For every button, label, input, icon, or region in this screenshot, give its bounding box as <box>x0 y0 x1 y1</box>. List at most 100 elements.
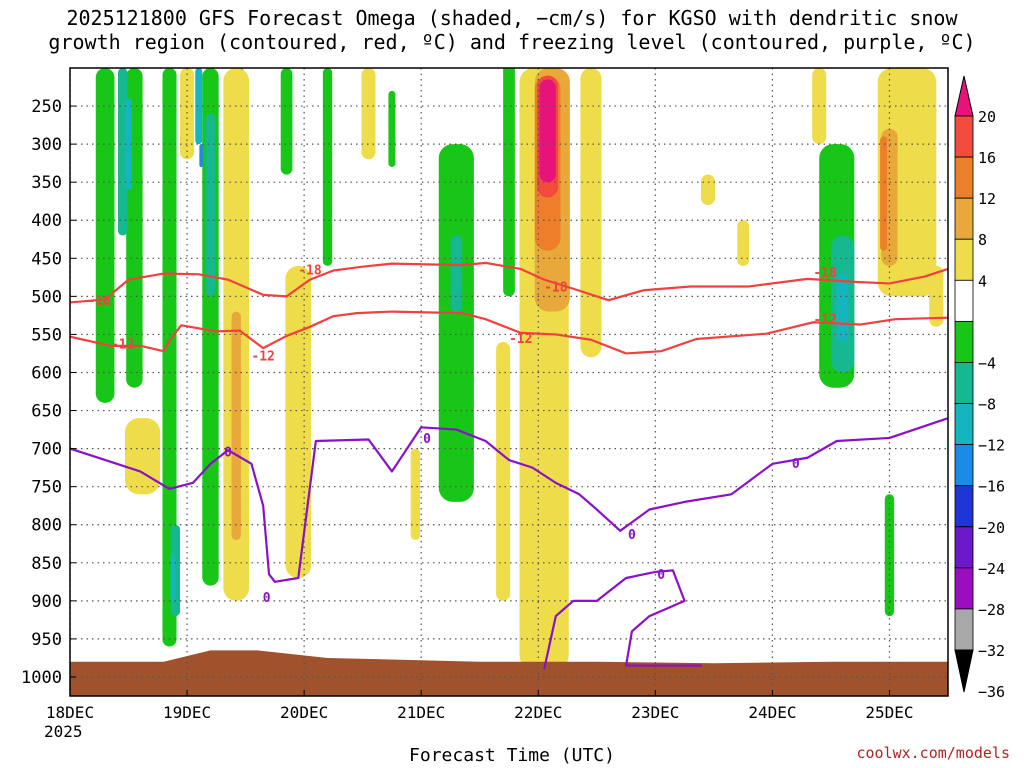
contour-label: 0 <box>792 457 800 472</box>
colorbar-label: −28 <box>978 601 1005 619</box>
y-tick-label: 1000 <box>21 668 62 688</box>
colorbar-label: 4 <box>978 272 987 290</box>
omega-region <box>231 311 241 540</box>
y-tick-label: 750 <box>31 478 62 498</box>
colorbar-swatch <box>954 403 974 446</box>
contour-label: 0 <box>657 568 665 583</box>
terrain-layer <box>70 650 948 696</box>
colorbar-swatch <box>954 156 974 199</box>
x-tick-label: 22DEC <box>514 703 562 722</box>
omega-region <box>361 68 376 160</box>
colorbar-swatch <box>954 567 974 610</box>
x-tick-label: 23DEC <box>631 703 679 722</box>
omega-region <box>285 265 312 579</box>
omega-region <box>438 144 474 502</box>
omega-region <box>539 79 556 183</box>
contour-line <box>70 261 948 304</box>
colorbar-label: 20 <box>978 108 996 126</box>
colorbar-swatch <box>954 526 974 569</box>
y-tick-label: 900 <box>31 592 62 612</box>
contour-label: 0 <box>263 591 271 606</box>
omega-region <box>170 555 176 601</box>
y-tick-label: 550 <box>31 325 62 345</box>
omega-region <box>199 144 203 167</box>
y-tick-label: 700 <box>31 440 62 460</box>
colorbar-label: −24 <box>978 560 1005 578</box>
contour-line <box>70 417 948 583</box>
colorbar-label: −32 <box>978 642 1005 660</box>
contour-label: 0 <box>628 528 636 543</box>
contour-label: 0 <box>224 446 232 461</box>
colorbar-label: 12 <box>978 190 996 208</box>
colorbar-label: −16 <box>978 478 1005 496</box>
omega-region <box>700 174 716 206</box>
omega-region <box>180 68 195 160</box>
y-tick-label: 650 <box>31 402 62 422</box>
y-tick-label: 350 <box>31 173 62 193</box>
omega-region <box>195 68 203 145</box>
x-tick-label: 25DEC <box>865 703 913 722</box>
omega-region <box>496 342 511 601</box>
colorbar-swatch <box>954 238 974 281</box>
grid-lines <box>69 68 948 696</box>
y-tick-label: 450 <box>31 249 62 269</box>
omega-region <box>880 136 888 251</box>
omega-region <box>280 68 293 175</box>
y-tick-label: 600 <box>31 363 62 383</box>
omega-region <box>125 98 133 190</box>
omega-region <box>450 235 463 312</box>
x-tick-label: 20DEC <box>280 703 328 722</box>
omega-region <box>125 418 161 495</box>
title-line-2: growth region (contoured, red, ºC) and f… <box>48 30 976 54</box>
omega-shading <box>95 68 944 670</box>
omega-region <box>737 220 749 266</box>
contour-lines: -18 -18 -18 -18 -12 -12 -12 -12 0 0 0 0 0 0 <box>70 261 948 670</box>
y-tick-label: 500 <box>31 287 62 307</box>
colorbar-label: −8 <box>978 396 996 414</box>
colorbar-swatch <box>954 197 974 240</box>
contour-label: 0 <box>423 432 431 447</box>
x-axis-label: Forecast Time (UTC) <box>409 745 615 766</box>
y-tick-label: 850 <box>31 554 62 574</box>
x-tick-label: 21DEC <box>397 703 445 722</box>
terrain-fill <box>70 650 948 696</box>
omega-region <box>162 68 177 647</box>
x-tick-label: 18DEC <box>46 703 94 722</box>
colorbar-top-arrow <box>954 75 974 117</box>
contour-label: -18 <box>544 280 568 295</box>
colorbar-label: −36 <box>978 683 1005 701</box>
colorbar-label: −4 <box>978 354 996 372</box>
omega-region <box>205 113 216 297</box>
colorbar-bottom-arrow <box>954 649 974 693</box>
omega-region <box>95 68 115 403</box>
chart-title: 2025121800 GFS Forecast Omega (shaded, −… <box>0 6 1024 54</box>
contour-label: -18 <box>88 294 112 309</box>
y-tick-label: 950 <box>31 630 62 650</box>
x-tick-label: 19DEC <box>163 703 211 722</box>
colorbar-swatch <box>954 485 974 528</box>
y-tick-label: 400 <box>31 211 62 231</box>
x-axis: 18DEC 19DEC 20DEC 21DEC 22DEC 23DEC 24DEC 25DEC… <box>44 690 914 741</box>
colorbar-swatch <box>954 608 974 651</box>
colorbar: 20 16 12 8 4 −4 −8 −12 −16 −20 −24 −28 −32 −36 <box>954 75 1005 701</box>
omega-region <box>388 90 396 167</box>
contour-label: -18 <box>813 266 837 281</box>
omega-region <box>836 273 849 343</box>
plot-frame <box>69 67 949 697</box>
contour-label: -12 <box>813 313 836 328</box>
y-tick-label: 300 <box>31 135 62 155</box>
colorbar-label: 8 <box>978 231 987 249</box>
x-tick-label: 24DEC <box>748 703 796 722</box>
contour-label: -12 <box>251 350 274 365</box>
credit-link[interactable]: coolwx.com/models <box>856 744 1010 762</box>
colorbar-swatch <box>954 444 974 487</box>
y-tick-label: 250 <box>31 97 62 117</box>
contour-label: -18 <box>298 264 322 279</box>
colorbar-label: 16 <box>978 149 996 167</box>
omega-region <box>410 448 421 540</box>
omega-region <box>884 494 895 617</box>
colorbar-label: −20 <box>978 519 1005 537</box>
omega-region <box>929 265 944 327</box>
colorbar-swatch <box>954 362 974 404</box>
